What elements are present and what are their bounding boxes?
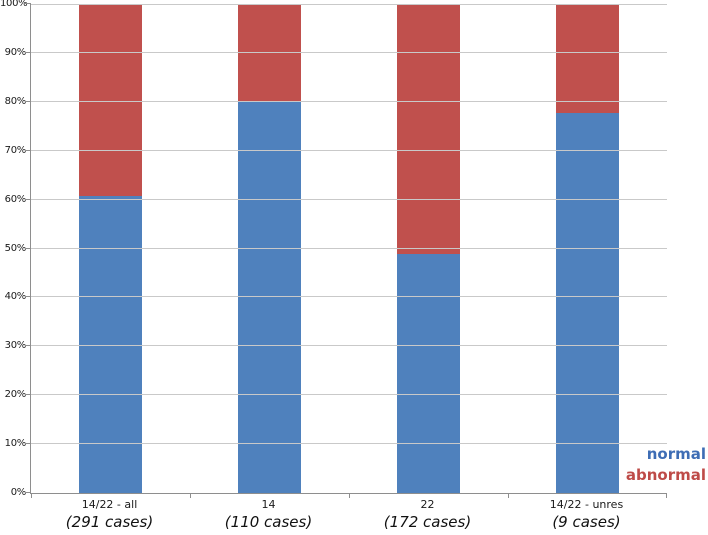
bar-segment-normal xyxy=(397,254,460,493)
x-axis-tick xyxy=(508,494,509,498)
y-axis-tick xyxy=(25,51,31,53)
bar-slot xyxy=(31,4,190,493)
bar-segment-normal xyxy=(238,101,301,493)
gridline xyxy=(31,345,667,347)
x-axis-tick xyxy=(31,494,32,498)
bar-slot xyxy=(349,4,508,493)
bar-segment-normal xyxy=(556,112,619,493)
y-axis-tick xyxy=(25,3,31,4)
gridline xyxy=(31,149,667,151)
plot-area xyxy=(25,3,667,498)
bar-segment-abnormal xyxy=(238,4,301,102)
category-labels: 14/22 - all 14 22 14/22 - unres xyxy=(30,498,666,511)
case-count-labels: (291 cases) (110 cases) (172 cases) (9 case… xyxy=(30,513,666,531)
y-axis-tick-label: 0% xyxy=(10,487,27,498)
y-axis-tick-label: 90% xyxy=(4,46,27,58)
bar-segment-abnormal xyxy=(556,4,619,113)
y-axis-tick xyxy=(25,394,31,396)
bar-segment-abnormal xyxy=(397,4,460,255)
y-axis-tick xyxy=(25,492,31,493)
gridline xyxy=(31,51,667,53)
bars-container xyxy=(31,4,667,493)
bar-slot xyxy=(190,4,349,493)
legend-item-abnormal: abnormal xyxy=(625,466,706,484)
y-axis-tick-label: 50% xyxy=(4,242,27,254)
y-axis-tick-label: 10% xyxy=(4,438,27,450)
bar-14 xyxy=(238,4,301,493)
y-axis-tick xyxy=(25,149,31,151)
y-axis-tick xyxy=(25,247,31,249)
gridline xyxy=(31,4,667,5)
bar-14/22 - all xyxy=(79,4,142,493)
gridline xyxy=(31,198,667,200)
y-axis-tick-label: 30% xyxy=(4,340,27,352)
case-count-label: (291 cases) xyxy=(65,513,154,531)
y-axis-tick xyxy=(25,443,31,445)
case-count-label: (110 cases) xyxy=(224,513,313,531)
case-count-label: (9 cases) xyxy=(552,513,621,531)
bar-segment-abnormal xyxy=(79,4,142,196)
y-axis-tick-label: 20% xyxy=(4,389,27,401)
legend: normal abnormal xyxy=(626,444,706,486)
gridline xyxy=(31,394,667,396)
y-axis-tick xyxy=(25,296,31,298)
y-axis-tick-label: 80% xyxy=(4,95,27,107)
gridline xyxy=(31,100,667,102)
category-label: 14/22 - all xyxy=(81,498,138,511)
gridline xyxy=(31,296,667,298)
y-axis-tick-labels: 0% 10% 20% 30% 40% 50% 60% 70% 80% 90% 100% xyxy=(0,0,28,498)
gridline xyxy=(31,247,667,249)
x-axis-tick xyxy=(349,494,350,498)
y-axis-tick-label: 100% xyxy=(0,0,28,9)
y-axis-tick-label: 70% xyxy=(4,144,27,156)
y-axis-tick-label: 40% xyxy=(4,291,27,303)
bar-14/22 - unres xyxy=(556,4,619,493)
category-label: 14 xyxy=(261,498,276,511)
x-axis-tick xyxy=(666,494,667,498)
bar-slot xyxy=(508,4,667,493)
bar-22 xyxy=(397,4,460,493)
x-axis-tick xyxy=(190,494,191,498)
case-count-label: (172 cases) xyxy=(383,513,472,531)
category-label: 14/22 - unres xyxy=(549,498,624,511)
y-axis-tick-label: 60% xyxy=(4,193,27,205)
gridline xyxy=(31,443,667,445)
y-axis-tick xyxy=(25,198,31,200)
y-axis-tick xyxy=(25,345,31,347)
y-axis-tick xyxy=(25,100,31,102)
legend-item-normal: normal xyxy=(646,445,706,463)
category-label: 22 xyxy=(420,498,435,511)
